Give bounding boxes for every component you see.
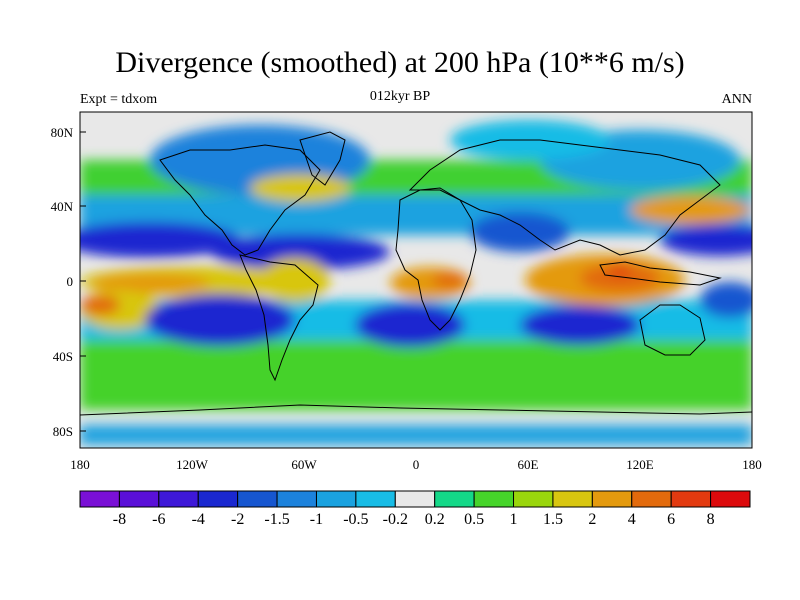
colorbar-swatch bbox=[158, 490, 199, 508]
lon-tick-label: 60E bbox=[518, 457, 539, 472]
colorbar-swatch bbox=[591, 490, 633, 508]
colorbar-swatch bbox=[197, 490, 239, 508]
lon-tick-label: 180 bbox=[742, 457, 762, 472]
colorbar-swatch bbox=[237, 490, 278, 508]
lon-tick-label: 180 bbox=[70, 457, 90, 472]
experiment-label: Expt = tdxom bbox=[80, 92, 158, 107]
colorbar-label: 2 bbox=[588, 511, 596, 528]
colorbar-swatch bbox=[118, 490, 160, 508]
colorbar-label: -0.5 bbox=[343, 511, 368, 528]
colorbar-swatch bbox=[473, 490, 515, 508]
colorbar-label: 0.5 bbox=[464, 511, 484, 528]
period-label: 012kyr BP bbox=[369, 89, 431, 104]
colorbar-label: 4 bbox=[628, 511, 636, 528]
colorbar bbox=[79, 490, 751, 508]
colorbar-labels: -8 -6 -4 -2 -1.5 -1 -0.5 -0.2 0.2 0.5 1 1.5 2 4 6 8 bbox=[113, 511, 715, 528]
colorbar-label: 0.2 bbox=[425, 511, 445, 528]
colorbar-label: 1.5 bbox=[543, 511, 563, 528]
colorbar-label: 6 bbox=[667, 511, 675, 528]
lon-tick-labels: 180 120W 60W 0 60E 120E 180 bbox=[70, 457, 762, 472]
colorbar-swatch bbox=[79, 490, 120, 508]
colorbar-label: -8 bbox=[113, 511, 126, 528]
colorbar-swatch bbox=[276, 490, 317, 508]
colorbar-label: 8 bbox=[707, 511, 715, 528]
lat-tick-label: 0 bbox=[67, 274, 74, 289]
colorbar-swatch bbox=[513, 490, 554, 508]
colorbar-label: -4 bbox=[192, 511, 205, 528]
map-frame bbox=[79, 111, 753, 449]
colorbar-label: -6 bbox=[152, 511, 165, 528]
lon-tick-label: 120E bbox=[626, 457, 654, 472]
lat-tick-label: 40S bbox=[53, 349, 73, 364]
colorbar-swatch bbox=[552, 490, 593, 508]
colorbar-swatch bbox=[670, 490, 712, 508]
colorbar-swatch bbox=[394, 490, 436, 508]
lon-tick-label: 0 bbox=[413, 457, 420, 472]
colorbar-swatch bbox=[355, 490, 396, 508]
lat-tick-labels: 80N 40N 0 40S 80S bbox=[51, 125, 74, 439]
map-title: Divergence (smoothed) at 200 hPa (10**6 … bbox=[115, 46, 685, 79]
colorbar-swatch bbox=[631, 490, 672, 508]
colorbar-swatch bbox=[315, 490, 357, 508]
colorbar-swatch bbox=[710, 490, 751, 508]
lat-ticks bbox=[80, 131, 86, 432]
colorbar-label: 1 bbox=[510, 511, 518, 528]
coastlines bbox=[80, 131, 752, 416]
colorbar-label: -0.2 bbox=[383, 511, 408, 528]
season-label: ANN bbox=[721, 92, 752, 107]
colorbar-label: -2 bbox=[231, 511, 244, 528]
lat-tick-label: 40N bbox=[51, 199, 74, 214]
lon-tick-label: 60W bbox=[291, 457, 317, 472]
lon-tick-label: 120W bbox=[176, 457, 209, 472]
colorbar-label: -1 bbox=[310, 511, 323, 528]
colorbar-label: -1.5 bbox=[264, 511, 289, 528]
lat-tick-label: 80N bbox=[51, 125, 74, 140]
divergence-field bbox=[80, 112, 752, 448]
lat-tick-label: 80S bbox=[53, 424, 73, 439]
colorbar-swatch bbox=[434, 490, 475, 508]
